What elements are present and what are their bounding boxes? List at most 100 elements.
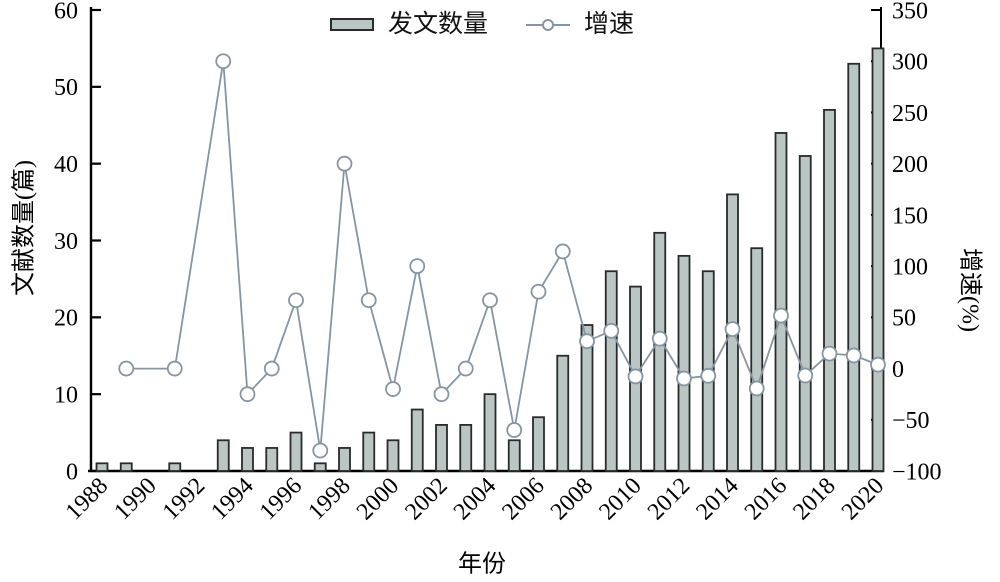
bar-2011	[653, 231, 667, 472]
legend-item-publications: 发文数量	[330, 12, 488, 37]
growth-marker-2012	[676, 370, 692, 387]
bar-swatch-icon	[330, 18, 374, 31]
x-tick-label-2010: 2010	[594, 473, 646, 525]
bar-2008	[580, 324, 594, 472]
y-tick-label-left-50: 50	[54, 75, 78, 101]
y-tick-label-right-150: 150	[892, 203, 928, 229]
x-tick-label-2014: 2014	[691, 473, 743, 525]
bar-1993	[216, 439, 230, 472]
growth-marker-2018	[821, 345, 838, 362]
x-tick-label-1996: 1996	[255, 473, 307, 525]
growth-line	[126, 60, 879, 452]
bar-2003	[459, 423, 473, 472]
legend-label-publications: 发文数量	[388, 11, 489, 38]
x-tick-label-2004: 2004	[449, 473, 501, 525]
x-tick-label-2016: 2016	[740, 473, 792, 525]
legend-item-growth: 增速	[526, 12, 634, 37]
growth-marker-2017	[797, 367, 814, 384]
growth-marker-2008	[579, 333, 595, 350]
y-tick-label-right--50: −50	[892, 408, 930, 434]
bar-1996	[289, 431, 303, 472]
growth-marker-2006	[530, 283, 547, 300]
y-tick-label-left-60: 60	[54, 0, 78, 24]
growth-marker-1998	[336, 155, 353, 172]
bar-2002	[435, 423, 448, 472]
bar-2000	[386, 439, 400, 472]
legend-label-growth: 增速	[584, 11, 635, 38]
x-tick-label-1992: 1992	[158, 473, 210, 525]
growth-marker-2005	[506, 422, 523, 438]
bar-2012	[677, 254, 691, 472]
bar-2006	[532, 416, 545, 472]
growth-marker-1996	[288, 292, 304, 309]
growth-marker-1994	[239, 386, 256, 403]
x-axis-title: 年份	[458, 551, 506, 578]
bar-2016	[774, 132, 788, 472]
bar-1989	[119, 462, 133, 472]
growth-marker-2016	[773, 307, 789, 324]
x-tick-label-1998: 1998	[303, 473, 355, 525]
growth-marker-2009	[603, 322, 620, 339]
x-tick-label-1994: 1994	[206, 473, 258, 525]
bar-2017	[798, 155, 812, 472]
bar-1991	[168, 462, 182, 472]
growth-marker-2003	[457, 360, 474, 377]
x-tick-label-2000: 2000	[352, 473, 404, 525]
y-tick-label-left-40: 40	[54, 152, 78, 178]
y-tick-label-right-300: 300	[892, 50, 928, 76]
bar-2018	[823, 108, 836, 472]
bar-1998	[338, 447, 351, 472]
bar-1999	[362, 431, 376, 472]
x-tick-label-2006: 2006	[497, 473, 549, 525]
growth-marker-2015	[748, 380, 765, 397]
y-tick-label-right-0: 0	[892, 357, 904, 383]
growth-marker-2011	[651, 330, 668, 347]
y-axis-title-left: 文献数量(篇)	[11, 160, 38, 296]
bar-2009	[604, 270, 618, 472]
growth-marker-1997	[312, 442, 329, 459]
growth-marker-2007	[554, 243, 571, 260]
growth-marker-2001	[409, 258, 426, 275]
x-tick-label-2012: 2012	[643, 473, 695, 525]
y-tick-label-right-50: 50	[892, 306, 916, 332]
bar-2007	[556, 354, 570, 472]
growth-marker-1991	[166, 360, 183, 377]
y-tick-label-right-100: 100	[892, 255, 928, 281]
growth-marker-2019	[845, 347, 862, 364]
growth-marker-2020	[870, 356, 886, 373]
x-tick-label-2002: 2002	[400, 473, 452, 525]
growth-marker-1995	[263, 360, 280, 377]
bar-2019	[847, 62, 861, 472]
chart-legend: 发文数量 增速	[330, 12, 634, 37]
bar-2005	[507, 439, 521, 472]
bar-2015	[750, 247, 764, 472]
growth-marker-2010	[627, 368, 644, 385]
y-tick-label-left-30: 30	[54, 229, 78, 255]
bar-2001	[410, 408, 424, 472]
x-tick-label-2008: 2008	[546, 473, 598, 525]
growth-marker-2013	[700, 367, 717, 384]
growth-marker-1999	[360, 292, 377, 309]
growth-marker-2004	[482, 292, 498, 309]
x-tick-label-2018: 2018	[788, 473, 840, 525]
bar-1995	[265, 447, 279, 472]
x-tick-label-2020: 2020	[837, 473, 889, 525]
y-tick-label-right-350: 350	[892, 0, 928, 24]
y-tick-label-left-10: 10	[54, 383, 78, 409]
y-tick-label-left-0: 0	[66, 459, 78, 485]
bar-1988	[95, 462, 109, 472]
growth-marker-2000	[385, 381, 401, 397]
y-axis-title-right: 增速(%)	[956, 248, 983, 332]
bar-2004	[483, 393, 497, 472]
growth-marker-2014	[724, 321, 741, 338]
growth-marker-1989	[118, 360, 135, 377]
bar-2020	[871, 47, 885, 472]
y-tick-label-left-20: 20	[54, 306, 78, 332]
bar-1997	[313, 462, 327, 472]
y-tick-label-right-200: 200	[892, 152, 928, 178]
growth-marker-1993	[215, 53, 232, 70]
x-tick-label-1990: 1990	[109, 473, 161, 525]
bar-1994	[241, 447, 254, 472]
